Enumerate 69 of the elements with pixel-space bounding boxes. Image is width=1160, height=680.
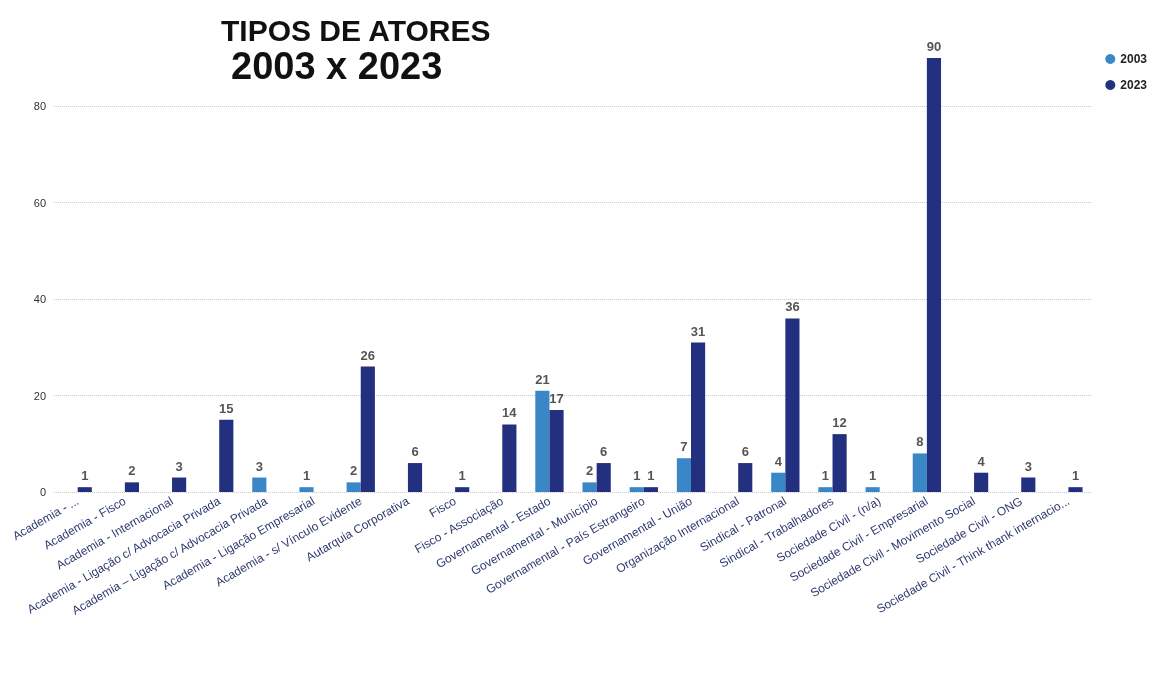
- y-tick-label: 60: [33, 196, 47, 209]
- bar: [360, 366, 375, 492]
- data-label: 1: [633, 468, 641, 484]
- bar: [643, 487, 658, 492]
- y-tick-label: 40: [33, 293, 47, 306]
- chart-subtitle: 2003 x 2023: [231, 45, 443, 87]
- bar: [912, 453, 927, 492]
- data-label: 1: [81, 468, 89, 484]
- bar: [502, 424, 517, 492]
- data-label: 4: [774, 453, 783, 469]
- data-label: 7: [680, 439, 688, 455]
- data-label: 1: [1071, 468, 1080, 484]
- chart-title: TIPOS DE ATORES: [221, 13, 491, 47]
- data-label: 3: [175, 458, 183, 474]
- bar: [124, 482, 140, 492]
- bar: [771, 472, 786, 492]
- data-label: 8: [916, 434, 924, 450]
- data-label: 1: [302, 468, 311, 484]
- bar: [77, 487, 92, 492]
- bar: [596, 463, 611, 492]
- bar: [690, 342, 706, 492]
- bar: [676, 458, 691, 492]
- data-label: 2: [128, 463, 136, 479]
- data-label: 2: [585, 463, 594, 479]
- bar: [974, 472, 989, 492]
- bar: [346, 482, 361, 492]
- bar: [818, 487, 833, 492]
- data-label: 1: [821, 468, 830, 484]
- bar: [1068, 487, 1083, 492]
- data-label: 14: [502, 405, 518, 421]
- data-label: 4: [977, 453, 986, 469]
- data-label: 6: [741, 444, 749, 460]
- data-label: 6: [411, 444, 419, 460]
- data-label: 1: [869, 468, 877, 484]
- bar: [738, 463, 753, 492]
- data-label: 36: [785, 299, 800, 315]
- data-label: 2: [350, 463, 358, 479]
- bar: [785, 318, 800, 492]
- legend-label: 2023: [1120, 78, 1148, 92]
- bar: [582, 482, 597, 492]
- data-label: 15: [219, 400, 234, 416]
- data-label: 21: [535, 371, 550, 387]
- data-label: 17: [549, 391, 564, 407]
- bar: [407, 463, 423, 492]
- bar: [926, 58, 942, 492]
- y-tick-label: 20: [33, 389, 47, 402]
- bar: [629, 487, 644, 492]
- legend-label: 2003: [1120, 52, 1148, 66]
- bar: [252, 477, 267, 492]
- bar: [865, 487, 880, 492]
- bar: [172, 477, 187, 492]
- data-label: 90: [926, 39, 942, 54]
- data-label: 1: [647, 468, 655, 484]
- bar: [455, 487, 470, 492]
- data-label: 26: [360, 347, 376, 363]
- bar: [549, 410, 564, 492]
- data-label: 3: [255, 458, 263, 474]
- data-label: 31: [690, 323, 706, 339]
- data-label: 3: [1024, 458, 1032, 474]
- data-label: 12: [832, 415, 847, 431]
- data-label: 6: [600, 444, 608, 460]
- bar: [299, 487, 314, 492]
- data-label: 1: [458, 468, 466, 484]
- bar: [535, 390, 550, 492]
- y-tick-label: 80: [33, 100, 47, 113]
- bar: [1021, 477, 1036, 492]
- bar: [219, 419, 234, 492]
- y-tick-label: 0: [39, 486, 47, 498]
- bar: [832, 434, 847, 492]
